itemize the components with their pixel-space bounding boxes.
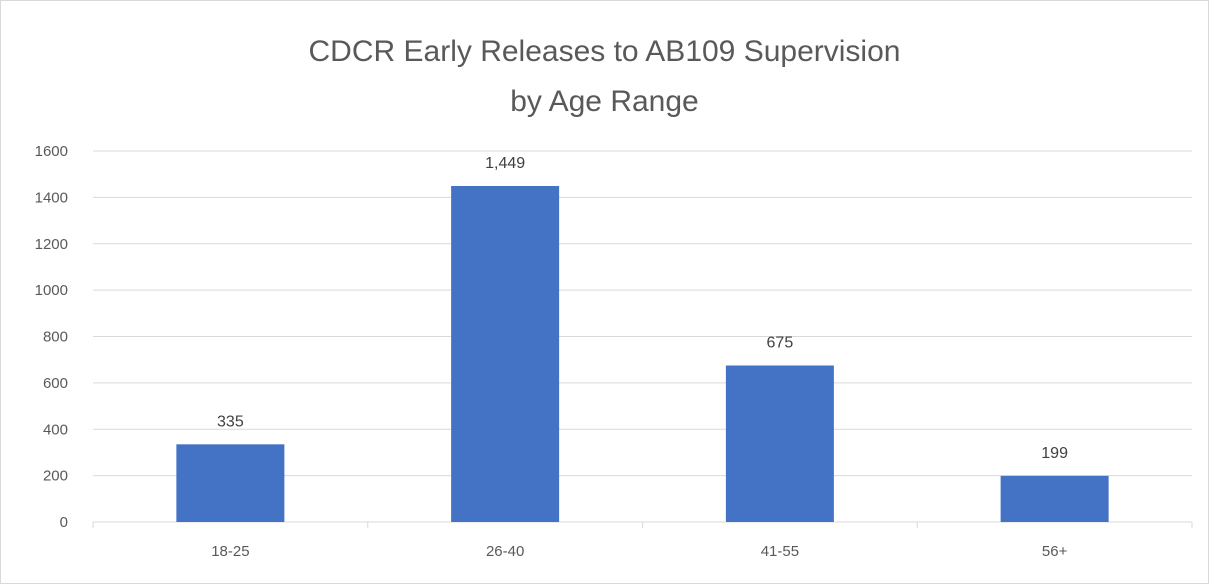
x-tick-label: 18-25 [211,543,249,560]
x-tick-label: 41-55 [761,543,799,560]
y-tick-label: 0 [60,514,68,531]
y-tick-label: 800 [43,329,68,346]
bar-18-25[interactable] [176,444,284,522]
y-tick-label: 1000 [35,282,68,299]
data-label: 1,449 [485,155,525,172]
data-label: 199 [1041,445,1068,462]
bar-26-40[interactable] [451,186,559,522]
x-tick-label: 56+ [1042,543,1068,560]
data-label: 675 [767,334,794,351]
bar-56+[interactable] [1001,476,1109,522]
y-tick-label: 400 [43,421,68,438]
y-tick-label: 200 [43,468,68,485]
y-tick-label: 600 [43,375,68,392]
y-tick-label: 1400 [35,189,68,206]
bar-41-55[interactable] [726,365,834,522]
data-label: 335 [217,413,244,430]
y-tick-label: 1200 [35,236,68,253]
x-tick-label: 26-40 [486,543,524,560]
y-tick-label: 1600 [35,143,68,160]
